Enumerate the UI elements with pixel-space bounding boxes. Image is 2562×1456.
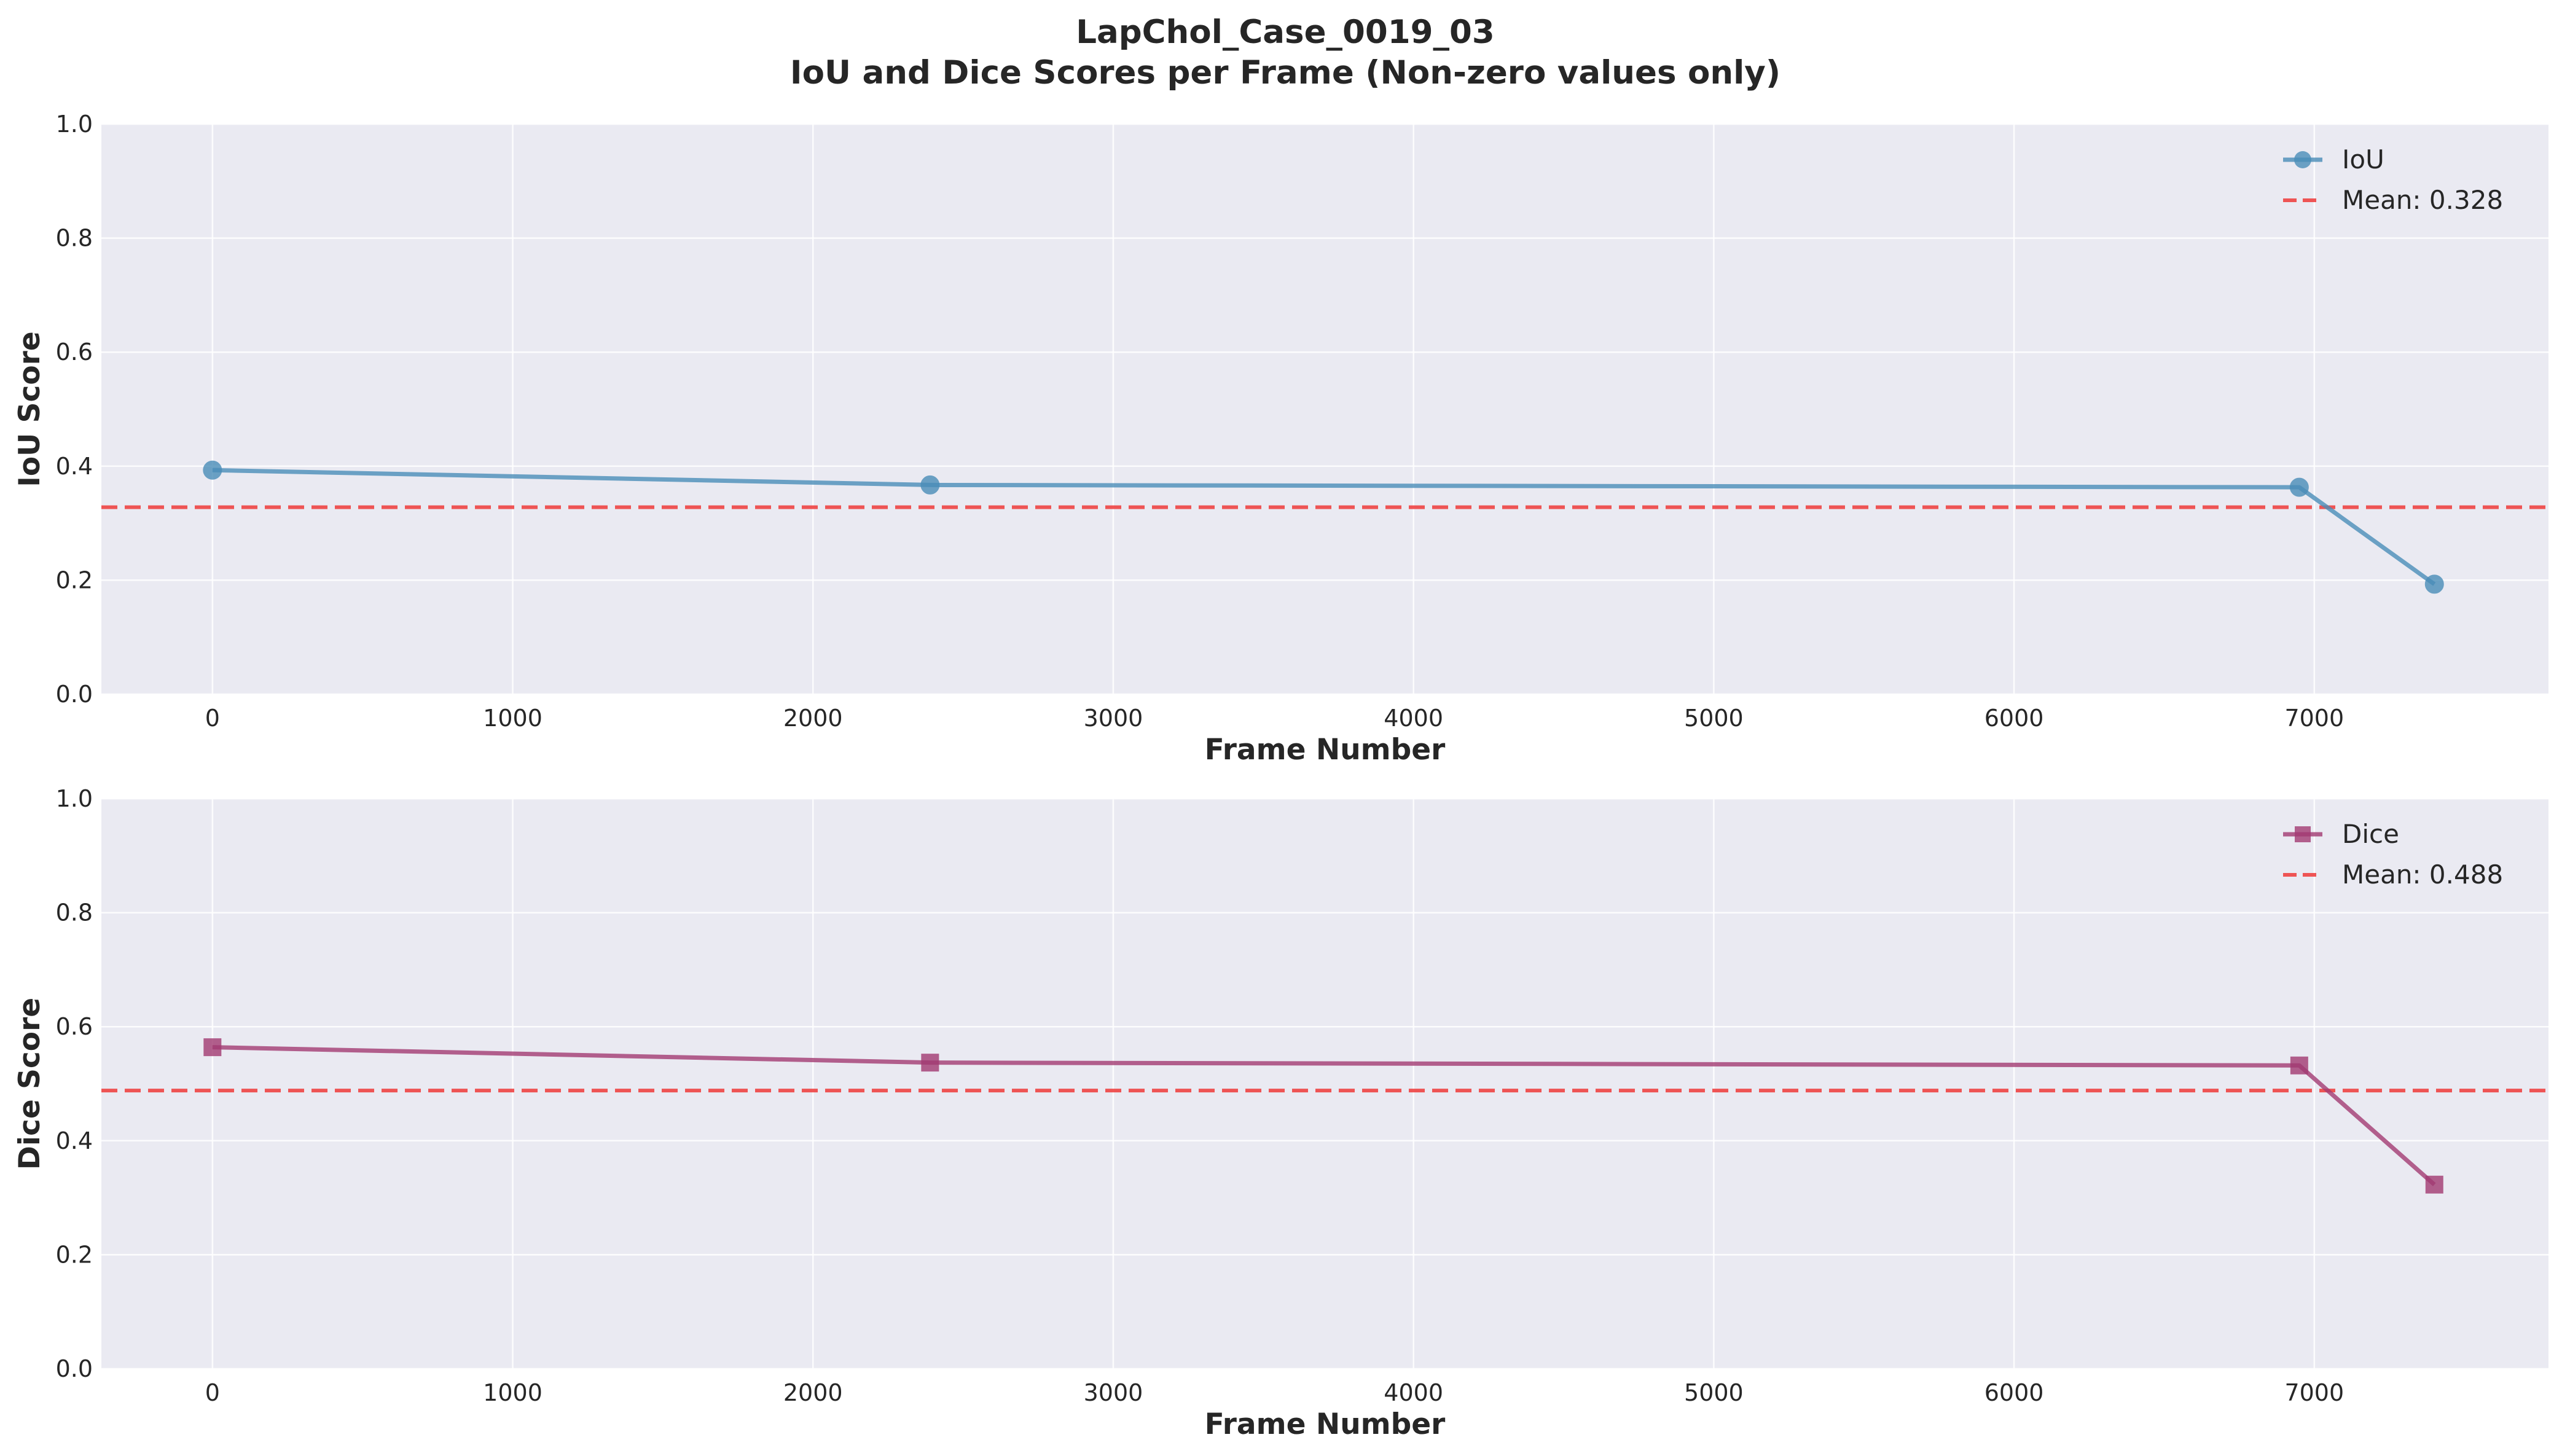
iou-plot-area [101,124,2548,694]
dice-series-line [212,1045,2436,1186]
iou-legend-series-label: IoU [2342,144,2384,174]
iou-data-point [203,460,222,480]
dice-xtick-label: 4000 [1384,1379,1443,1406]
iou-xtick-label: 6000 [1984,705,2044,732]
iou-data-point [2289,477,2309,497]
iou-data-point [2424,574,2444,594]
iou-chart-panel: 0.0 0.2 0.4 0.6 0.8 1.0 0 1000 2000 3000 4000 5000 6… [13,111,2548,767]
dice-ytick-label: 1.0 [56,785,93,812]
iou-ytick-label: 0.4 [56,453,93,480]
dice-xtick-label: 3000 [1084,1379,1143,1406]
dice-ytick-label: 0.4 [56,1127,93,1154]
iou-series-line [212,468,2436,586]
iou-ytick-label: 0.2 [56,566,93,593]
dice-xtick-label: 6000 [1984,1379,2044,1406]
dice-legend-marker [2295,826,2311,842]
iou-ytick-label: 0.0 [56,681,93,708]
dice-data-point [2290,1056,2308,1074]
iou-y-axis-label: IoU Score [13,331,47,487]
figure-title-line2: IoU and Dice Scores per Frame (Non-zero … [790,54,1780,92]
figure-title-line1: LapChol_Case_0019_03 [1076,14,1495,51]
iou-xtick-label: 1000 [483,705,543,732]
iou-legend-marker [2294,151,2311,168]
dice-xtick-label: 1000 [483,1379,543,1406]
dice-data-point [203,1038,222,1057]
iou-legend-mean-label: Mean: 0.328 [2342,185,2503,215]
iou-xtick-label: 7000 [2284,705,2344,732]
dice-data-point [921,1054,939,1072]
iou-xtick-label: 3000 [1084,705,1143,732]
dice-ytick-label: 0.8 [56,899,93,926]
iou-x-axis-label: Frame Number [1205,733,1446,767]
dice-xtick-label: 0 [205,1379,220,1406]
dice-y-axis-label: Dice Score [13,998,47,1170]
iou-ytick-label: 0.8 [56,225,93,252]
iou-data-point [920,475,940,495]
dice-xtick-label: 2000 [783,1379,843,1406]
iou-xtick-label: 0 [205,705,220,732]
iou-ytick-label: 0.6 [56,339,93,366]
dice-legend-series-label: Dice [2342,819,2399,849]
dice-ytick-label: 0.2 [56,1241,93,1268]
dice-xtick-label: 7000 [2284,1379,2344,1406]
dice-chart-panel: 0.0 0.2 0.4 0.6 0.8 1.0 0 1000 2000 3000 4000 5000 6… [13,785,2548,1441]
dice-legend-mean-label: Mean: 0.488 [2342,859,2503,890]
dice-x-axis-label: Frame Number [1205,1407,1446,1441]
iou-xtick-label: 5000 [1684,705,1744,732]
iou-xtick-label: 4000 [1384,705,1443,732]
dice-xtick-label: 5000 [1684,1379,1744,1406]
iou-ytick-label: 1.0 [56,111,93,138]
dice-plot-area [101,799,2548,1369]
iou-xtick-label: 2000 [783,705,843,732]
dice-ytick-label: 0.0 [56,1355,93,1382]
dice-data-point [2425,1175,2443,1194]
dice-ytick-label: 0.6 [56,1013,93,1040]
